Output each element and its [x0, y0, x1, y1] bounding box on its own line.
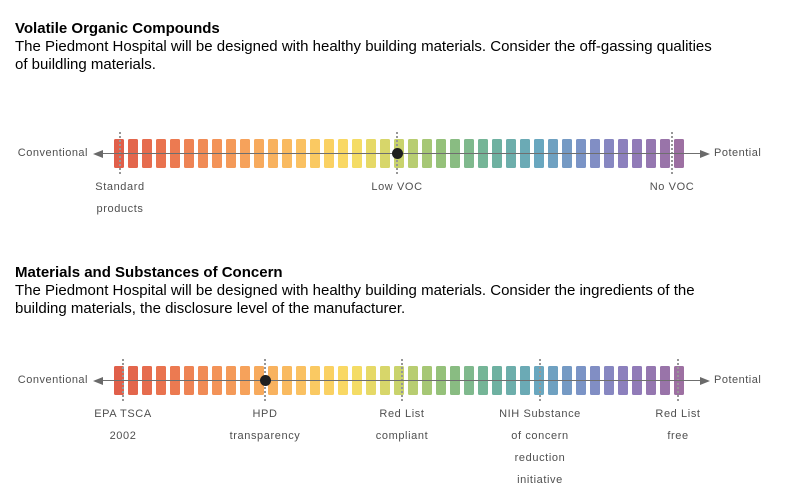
- section-volatile-organic-compounds: Volatile Organic Compounds The Piedmont …: [15, 19, 790, 73]
- section-title: Materials and Substances of Concern: [15, 264, 283, 281]
- milestone-label: Red List free: [655, 403, 700, 447]
- body-line: of buildling materials.: [15, 55, 156, 73]
- section-body: The Piedmont Hospital will be designed w…: [15, 282, 790, 317]
- potential-label: Potential: [714, 374, 762, 386]
- body-line: building materials, the disclosure level…: [15, 299, 406, 317]
- milestone-label-line: free: [667, 430, 689, 442]
- arrow-right-icon: [700, 376, 710, 385]
- milestone-label-line: Standard: [95, 181, 145, 193]
- section-materials-substances-of-concern: Materials and Substances of Concern The …: [15, 263, 790, 317]
- materials-gradient-scale-diagram: Conventional Potential EPA TSCA 2002 HPD tran…: [0, 358, 800, 498]
- milestone-label: NIH Substance of concern reduction initiati…: [499, 403, 581, 491]
- milestone-label: Red List compliant: [376, 403, 428, 447]
- milestone-label-line: products: [96, 203, 144, 215]
- milestone-label-line: initiative: [517, 474, 563, 486]
- body-line: The Piedmont Hospital will be designed w…: [15, 38, 712, 55]
- milestone-label-line: reduction: [514, 452, 566, 464]
- milestone-label: EPA TSCA 2002: [94, 403, 152, 447]
- milestone-label-line: NIH Substance: [499, 408, 581, 420]
- milestone-label-line: 2002: [109, 430, 137, 442]
- current-position-dot: [391, 147, 403, 159]
- body-line: The Piedmont Hospital will be designed w…: [15, 282, 695, 299]
- milestone-label-line: Low VOC: [371, 181, 423, 193]
- arrow-left-icon: [93, 376, 103, 385]
- milestone-label-line: transparency: [229, 430, 301, 442]
- milestone-label: Low VOC: [371, 176, 422, 198]
- milestone-label-line: Red List: [379, 408, 425, 420]
- milestone-label-line: No VOC: [649, 181, 695, 193]
- current-position-dot: [259, 374, 271, 386]
- milestone-label-line: Red List: [655, 408, 701, 420]
- milestone-label-line: of concern: [511, 430, 569, 442]
- voc-gradient-scale-diagram: Conventional Potential Standard products Low…: [0, 131, 800, 271]
- arrow-right-icon: [700, 149, 710, 158]
- section-title: Volatile Organic Compounds: [15, 20, 220, 37]
- milestone-label: No VOC: [650, 176, 695, 198]
- milestone-label-line: EPA TSCA: [94, 408, 152, 420]
- conventional-label: Conventional: [17, 147, 88, 159]
- axis-line: [100, 380, 700, 381]
- milestone-label: HPD transparency: [230, 403, 301, 447]
- milestone-label: Standard products: [95, 176, 144, 220]
- conventional-label: Conventional: [17, 374, 88, 386]
- section-body: The Piedmont Hospital will be designed w…: [15, 38, 790, 73]
- milestone-label-line: compliant: [375, 430, 429, 442]
- arrow-left-icon: [93, 149, 103, 158]
- potential-label: Potential: [714, 147, 762, 159]
- milestone-label-line: HPD: [252, 408, 278, 420]
